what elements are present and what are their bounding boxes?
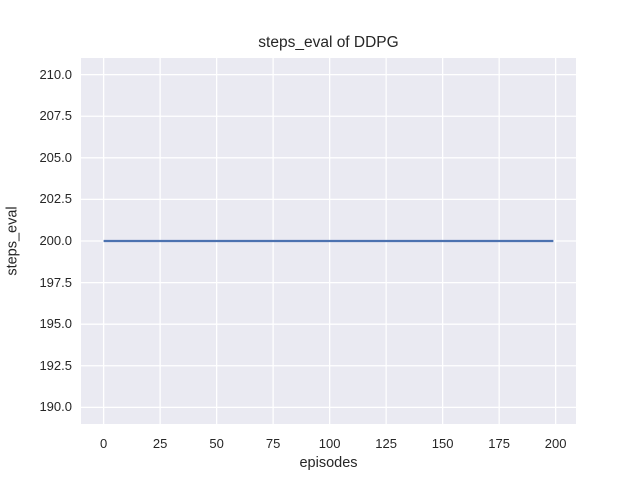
x-tick-label: 175 bbox=[488, 436, 510, 451]
y-tick-label: 190.0 bbox=[39, 399, 72, 415]
x-tick-label: 150 bbox=[431, 436, 454, 451]
y-tick-label: 195.0 bbox=[39, 316, 72, 332]
plot-area bbox=[81, 58, 576, 424]
line-chart-canvas bbox=[81, 58, 576, 424]
x-tick-label: 75 bbox=[265, 436, 281, 451]
y-tick-label: 205.0 bbox=[39, 149, 72, 165]
x-tick-label: 100 bbox=[318, 436, 341, 451]
y-tick-label: 200.0 bbox=[39, 233, 72, 248]
x-tick-label: 200 bbox=[544, 436, 567, 451]
y-tick-label: 202.5 bbox=[39, 191, 72, 207]
chart-title: steps_eval of DDPG bbox=[258, 34, 399, 51]
y-tick-label: 210.0 bbox=[39, 66, 72, 82]
x-axis-label: episodes bbox=[299, 455, 358, 471]
x-tick-label: 50 bbox=[209, 436, 224, 451]
x-tick-label: 0 bbox=[99, 436, 108, 451]
y-tick-label: 197.5 bbox=[39, 274, 72, 290]
x-tick-label: 125 bbox=[375, 436, 397, 451]
y-tick-label: 192.5 bbox=[39, 357, 72, 373]
y-tick-label: 207.5 bbox=[39, 108, 72, 124]
x-tick-label: 25 bbox=[152, 436, 168, 451]
